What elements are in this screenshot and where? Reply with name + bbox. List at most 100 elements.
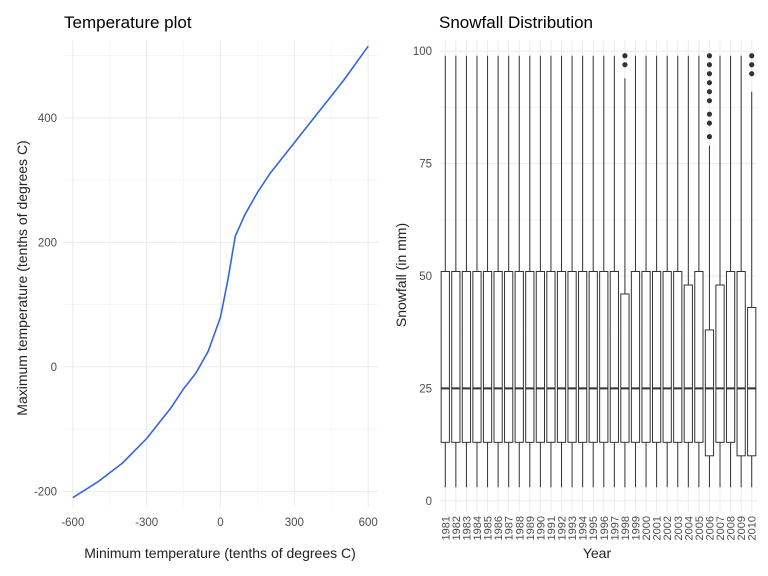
snowfall-box-body <box>641 271 651 443</box>
snowfall-distribution-x-tick-label: 2000 <box>641 516 653 540</box>
snowfall-box-2002 <box>662 55 672 488</box>
snowfall-box-body <box>451 271 461 443</box>
snowfall-box-body <box>567 271 577 443</box>
snowfall-distribution-x-tick-label: 2008 <box>726 516 738 540</box>
snowfall-box-body <box>556 271 567 443</box>
snowfall-box-body <box>609 271 619 443</box>
snowfall-box-outlier <box>706 98 713 104</box>
snowfall-box-body <box>736 271 746 457</box>
snowfall-box-1988 <box>514 55 524 488</box>
snowfall-distribution-x-tick-label: 1996 <box>599 516 611 540</box>
snowfall-distribution-x-tick-label: 1989 <box>525 516 537 540</box>
snowfall-box-2005 <box>694 55 704 488</box>
temperature-plot-x-tick-label: 300 <box>285 517 304 529</box>
snowfall-distribution-x-tick-label: 1984 <box>472 516 484 540</box>
snowfall-distribution-x-tick-label: 1995 <box>588 516 600 540</box>
temperature-plot-title: Temperature plot <box>64 13 192 32</box>
snowfall-distribution-x-tick-label: 1998 <box>620 516 632 540</box>
snowfall-box-body <box>651 271 662 443</box>
snowfall-box-2004 <box>683 55 693 488</box>
snowfall-distribution-x-tick-label: 2009 <box>736 516 748 540</box>
temperature-plot-y-tick-label: 0 <box>51 362 57 374</box>
snowfall-box-outlier <box>706 71 713 77</box>
snowfall-box-outlier <box>706 134 713 140</box>
snowfall-box-2000 <box>641 55 651 488</box>
snowfall-distribution-y-ticks: 0 25 50 75 100 <box>413 46 432 508</box>
snowfall-box-body <box>673 271 683 443</box>
snowfall-distribution-y-tick-label: 25 <box>419 383 432 395</box>
snowfall-box-1989 <box>525 55 535 488</box>
snowfall-box-outlier <box>706 62 713 68</box>
snowfall-box-body <box>546 271 556 443</box>
temperature-plot-x-tick-label: 0 <box>217 517 223 529</box>
snowfall-box-1996 <box>599 55 609 488</box>
snowfall-distribution-x-tick-label: 1999 <box>631 516 643 540</box>
snowfall-distribution-x-tick-label: 1983 <box>461 516 473 540</box>
snowfall-box-outlier <box>749 71 755 77</box>
snowfall-distribution-x-tick-label: 1993 <box>567 516 579 540</box>
snowfall-distribution-y-tick-label: 100 <box>413 46 432 58</box>
temperature-plot-x-tick-label: -600 <box>61 517 84 529</box>
snowfall-distribution-x-ticks: 1981198219831984198519861987198819891990… <box>440 516 758 540</box>
snowfall-box-body <box>472 271 482 443</box>
snowfall-box-1990 <box>535 55 546 488</box>
snowfall-box-body <box>493 271 503 443</box>
snowfall-box-body <box>504 271 514 443</box>
snowfall-distribution-x-tick-label: 2003 <box>673 516 685 540</box>
snowfall-box-body <box>662 271 672 443</box>
snowfall-box-1992 <box>556 55 567 488</box>
snowfall-distribution-x-tick-label: 1986 <box>493 516 505 540</box>
snowfall-box-1991 <box>546 55 556 488</box>
snowfall-box-outlier <box>706 53 713 59</box>
snowfall-box-body <box>482 271 493 443</box>
snowfall-box-body <box>588 271 598 443</box>
snowfall-distribution-y-tick-label: 0 <box>426 496 432 508</box>
snowfall-box-body <box>747 306 757 457</box>
snowfall-box-outlier <box>706 120 713 126</box>
snowfall-box-body <box>440 271 450 443</box>
snowfall-box-2010 <box>747 53 757 488</box>
snowfall-box-2001 <box>651 55 662 488</box>
temperature-plot-x-tick-label: -300 <box>135 517 158 529</box>
temperature-plot-series <box>72 45 369 499</box>
snowfall-box-1983 <box>461 55 472 488</box>
snowfall-distribution-x-tick-label: 1985 <box>483 516 495 540</box>
temperature-plot-y-tick-label: 200 <box>38 237 57 249</box>
snowfall-box-1982 <box>451 55 461 488</box>
temperature-plot-y-tick-label: 400 <box>38 113 57 125</box>
snowfall-distribution-x-tick-label: 2007 <box>715 516 727 540</box>
snowfall-box-1997 <box>609 55 619 488</box>
snowfall-distribution-x-tick-label: 2001 <box>652 516 664 540</box>
snowfall-distribution-x-tick-label: 1994 <box>578 516 590 540</box>
snowfall-box-1986 <box>493 55 503 488</box>
snowfall-distribution-x-tick-label: 1988 <box>514 516 526 540</box>
snowfall-box-2003 <box>673 55 683 488</box>
snowfall-distribution-x-axis-title: Year <box>583 545 612 561</box>
snowfall-box-1984 <box>472 55 482 488</box>
temperature-plot-y-axis-title: Maximum temperature (tenths of degrees C… <box>14 140 30 415</box>
temperature-plot-y-tick-label: -200 <box>34 486 57 498</box>
snowfall-distribution-x-tick-label: 2005 <box>694 516 706 540</box>
temperature-plot-grid <box>63 40 378 507</box>
snowfall-box-2009 <box>736 55 746 488</box>
snowfall-box-body <box>725 271 736 443</box>
snowfall-box-body <box>630 271 641 443</box>
snowfall-distribution-x-tick-label: 1992 <box>557 516 569 540</box>
snowfall-distribution-x-tick-label: 1982 <box>451 516 463 540</box>
snowfall-box-2007 <box>715 55 725 488</box>
snowfall-box-body <box>578 271 588 443</box>
snowfall-distribution-title: Snowfall Distribution <box>439 13 593 32</box>
snowfall-box-body <box>683 284 693 443</box>
snowfall-box-body <box>599 271 609 443</box>
snowfall-distribution-x-tick-label: 1987 <box>504 516 516 540</box>
snowfall-distribution-x-tick-label: 1991 <box>546 516 558 540</box>
snowfall-box-body <box>694 271 704 443</box>
snowfall-distribution-x-tick-label: 2004 <box>683 516 695 540</box>
temperature-plot-x-tick-label: 600 <box>359 517 378 529</box>
snowfall-box-1981 <box>440 55 450 488</box>
temperature-plot-x-axis-title: Minimum temperature (tenths of degrees C… <box>84 545 356 561</box>
snowfall-distribution-x-tick-label: 1997 <box>609 516 621 540</box>
